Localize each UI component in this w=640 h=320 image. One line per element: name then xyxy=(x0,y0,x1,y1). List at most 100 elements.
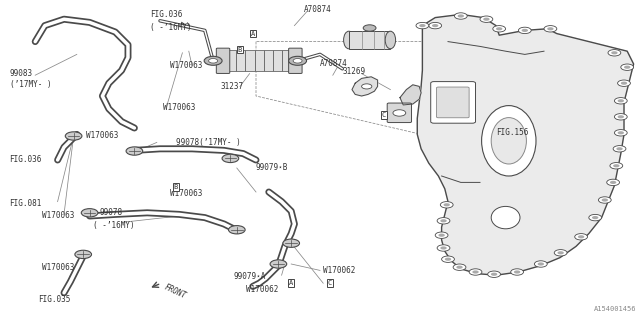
Polygon shape xyxy=(417,14,634,275)
Circle shape xyxy=(456,266,463,269)
Circle shape xyxy=(469,269,482,275)
Circle shape xyxy=(614,98,627,104)
FancyBboxPatch shape xyxy=(431,82,476,123)
Circle shape xyxy=(283,239,300,247)
Circle shape xyxy=(480,16,493,22)
Text: FIG.035: FIG.035 xyxy=(38,295,71,304)
Circle shape xyxy=(557,251,564,254)
Polygon shape xyxy=(352,77,378,96)
Ellipse shape xyxy=(481,106,536,176)
Circle shape xyxy=(204,56,222,65)
Circle shape xyxy=(444,203,450,206)
Bar xyxy=(227,50,236,71)
Text: W170063: W170063 xyxy=(170,61,202,70)
Circle shape xyxy=(621,64,634,70)
Text: 99079⋆A: 99079⋆A xyxy=(234,272,266,281)
Circle shape xyxy=(270,260,287,268)
Circle shape xyxy=(293,59,302,63)
Text: FIG.081: FIG.081 xyxy=(10,199,42,208)
Circle shape xyxy=(472,270,479,274)
Bar xyxy=(282,50,291,71)
Circle shape xyxy=(575,234,588,240)
Circle shape xyxy=(438,234,445,237)
Text: ( -’16MY): ( -’16MY) xyxy=(150,23,192,32)
Circle shape xyxy=(419,24,426,27)
Circle shape xyxy=(621,82,627,85)
Circle shape xyxy=(222,154,239,163)
Circle shape xyxy=(518,27,531,34)
Text: W170062: W170062 xyxy=(246,285,279,294)
Circle shape xyxy=(440,219,447,222)
Circle shape xyxy=(592,216,598,219)
Text: 99079⋆B: 99079⋆B xyxy=(256,164,289,172)
Text: A: A xyxy=(289,280,293,286)
Bar xyxy=(246,50,255,71)
Circle shape xyxy=(416,22,429,29)
Circle shape xyxy=(440,246,447,250)
Circle shape xyxy=(613,146,626,152)
Circle shape xyxy=(614,114,627,120)
Circle shape xyxy=(618,131,624,134)
Circle shape xyxy=(602,198,608,202)
Text: 31237: 31237 xyxy=(221,82,244,91)
Circle shape xyxy=(598,197,611,203)
Text: FRONT: FRONT xyxy=(163,282,188,300)
FancyBboxPatch shape xyxy=(387,103,412,123)
Circle shape xyxy=(126,147,143,155)
Ellipse shape xyxy=(492,117,526,164)
FancyBboxPatch shape xyxy=(216,48,230,73)
Circle shape xyxy=(624,66,630,69)
Text: C: C xyxy=(382,112,386,118)
Text: A70874: A70874 xyxy=(304,5,332,14)
Ellipse shape xyxy=(344,31,354,49)
Bar xyxy=(349,31,390,49)
Circle shape xyxy=(554,250,567,256)
Text: W170063: W170063 xyxy=(170,189,202,198)
Circle shape xyxy=(608,50,621,56)
Circle shape xyxy=(454,13,467,19)
Circle shape xyxy=(393,110,406,116)
Circle shape xyxy=(491,273,497,276)
Circle shape xyxy=(493,26,506,32)
Text: B: B xyxy=(174,184,178,190)
Bar xyxy=(236,50,246,71)
Ellipse shape xyxy=(385,31,396,49)
Circle shape xyxy=(610,163,623,169)
Text: A: A xyxy=(251,31,255,36)
Text: W170063: W170063 xyxy=(42,212,74,220)
Text: ( -’16MY): ( -’16MY) xyxy=(93,221,134,230)
Circle shape xyxy=(611,51,618,54)
Text: W170062: W170062 xyxy=(323,266,356,275)
Text: 31269: 31269 xyxy=(342,68,365,76)
Circle shape xyxy=(514,270,520,274)
Text: W170063: W170063 xyxy=(86,132,119,140)
Circle shape xyxy=(610,181,616,184)
Bar xyxy=(273,50,282,71)
Bar xyxy=(264,50,273,71)
Circle shape xyxy=(362,84,372,89)
Circle shape xyxy=(75,250,92,259)
Circle shape xyxy=(616,147,623,150)
Circle shape xyxy=(435,232,448,238)
Polygon shape xyxy=(400,85,421,105)
Text: A154001456: A154001456 xyxy=(595,306,637,312)
Text: B: B xyxy=(238,47,242,52)
Text: FIG.036: FIG.036 xyxy=(10,156,42,164)
Circle shape xyxy=(81,209,98,217)
Circle shape xyxy=(613,164,620,167)
Circle shape xyxy=(483,18,490,21)
Ellipse shape xyxy=(492,206,520,229)
Text: FIG.036: FIG.036 xyxy=(150,10,183,19)
Circle shape xyxy=(589,214,602,221)
Text: FIG.156: FIG.156 xyxy=(496,128,529,137)
Circle shape xyxy=(511,269,524,275)
FancyBboxPatch shape xyxy=(289,48,302,73)
Text: C: C xyxy=(328,280,332,286)
Circle shape xyxy=(496,27,502,30)
Circle shape xyxy=(547,27,554,30)
Circle shape xyxy=(209,59,218,63)
Circle shape xyxy=(578,235,584,238)
FancyBboxPatch shape xyxy=(436,87,469,118)
Text: W170063: W170063 xyxy=(163,103,196,112)
Circle shape xyxy=(442,256,454,262)
